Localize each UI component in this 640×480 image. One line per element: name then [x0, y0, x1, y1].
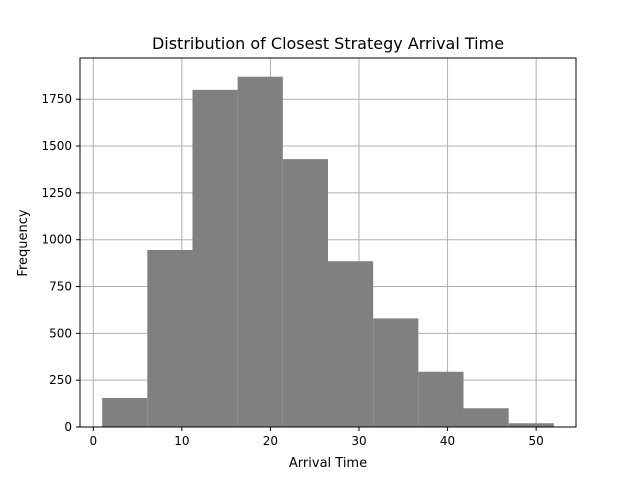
y-tick-label: 500: [49, 326, 72, 340]
histogram-bar: [282, 159, 328, 427]
y-tick-label: 250: [49, 373, 72, 387]
histogram-bar: [237, 76, 283, 428]
y-tick-label: 1250: [41, 186, 72, 200]
plot-frame: [79, 57, 577, 428]
y-axis-ticks: 0 250 500 750 1000 1250 1500 1750: [41, 92, 80, 434]
x-tick-label: 20: [263, 434, 278, 448]
histogram-bar: [418, 371, 464, 427]
y-tick-label: 750: [49, 280, 72, 294]
y-tick-label: 1500: [41, 139, 72, 153]
x-axis-ticks: 0 10 20 30 40 50: [89, 427, 544, 448]
x-tick-label: 30: [351, 434, 366, 448]
x-tick-label: 0: [89, 434, 97, 448]
histogram-bar: [102, 397, 148, 427]
y-tick-label: 1000: [41, 233, 72, 247]
histogram-bar: [192, 89, 238, 427]
histogram-bar: [508, 423, 554, 427]
y-tick-label: 0: [64, 420, 72, 434]
histogram-bar: [328, 261, 374, 427]
x-tick-label: 10: [174, 434, 189, 448]
y-axis-label: Frequency: [16, 209, 31, 276]
chart-title: Distribution of Closest Strategy Arrival…: [152, 34, 504, 53]
grid-lines: [80, 58, 576, 428]
y-tick-label: 1750: [41, 92, 72, 106]
histogram-bar: [147, 249, 193, 427]
histogram-bar: [373, 318, 419, 427]
x-tick-label: 50: [529, 434, 544, 448]
x-tick-label: 40: [440, 434, 455, 448]
x-axis-label: Arrival Time: [289, 456, 367, 471]
histogram-bar: [463, 408, 509, 427]
histogram-bars: [102, 76, 554, 428]
